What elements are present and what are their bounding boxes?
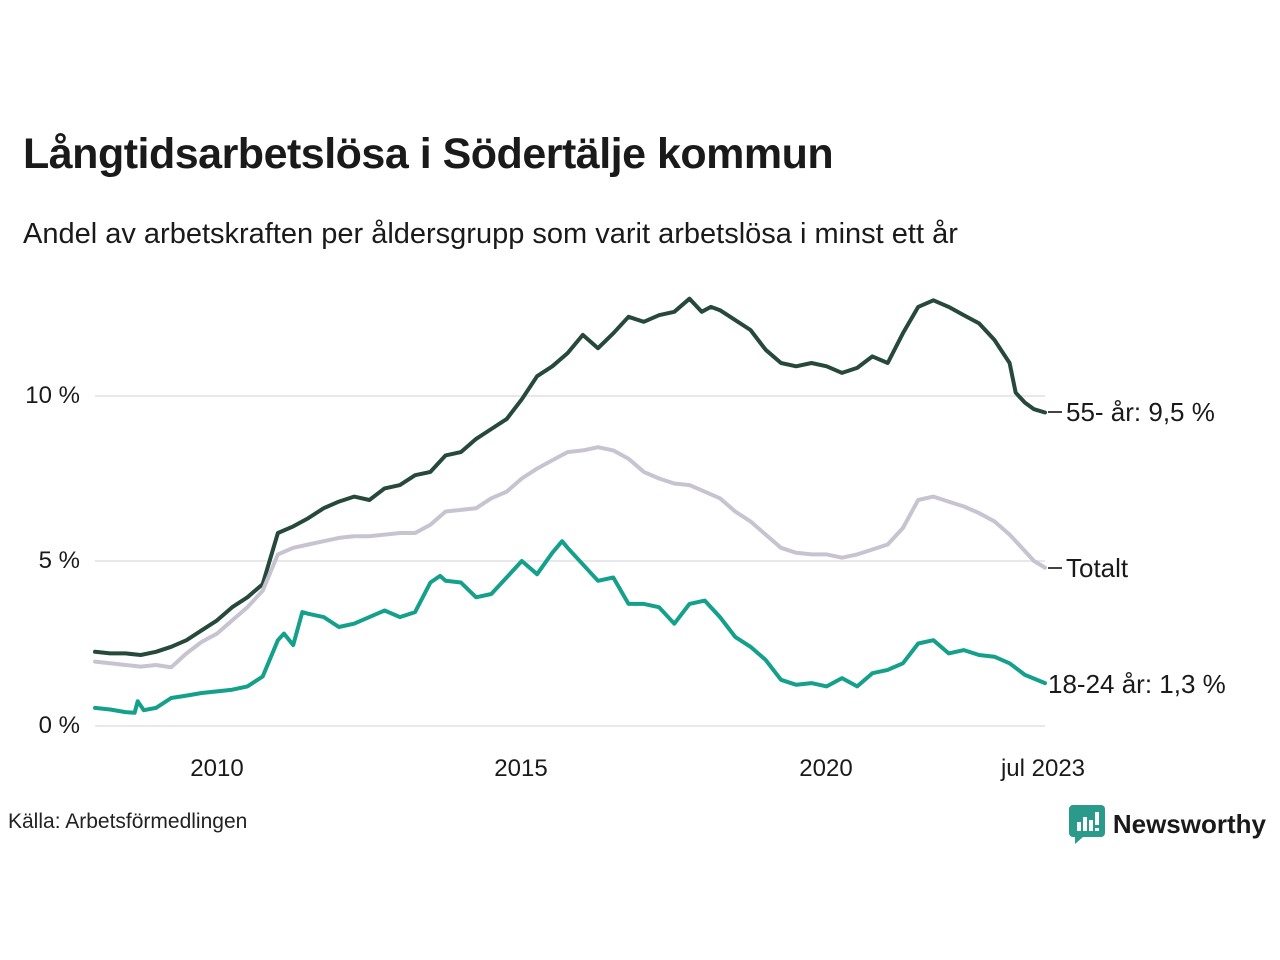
series-label-totalt: Totalt [1048, 555, 1128, 581]
y-axis-tick-10: 10 % [25, 382, 80, 409]
series-line-55-r [93, 296, 1047, 657]
x-axis-tick-2020: 2020 [799, 755, 853, 782]
y-axis-tick-0: 0 % [38, 712, 80, 739]
x-axis-tick-2015: 2015 [494, 755, 548, 782]
x-axis-tick-2010: 2010 [190, 755, 244, 782]
y-axis-tick-5: 5 % [38, 547, 80, 574]
newsworthy-logo: Newsworthy [1068, 804, 1266, 844]
source-attribution: Källa: Arbetsförmedlingen [8, 810, 248, 833]
x-axis-tick-jul-2023: jul 2023 [1000, 755, 1086, 782]
newsworthy-logo-text: Newsworthy [1112, 808, 1266, 839]
series-line-totalt [93, 445, 1047, 670]
series-line-18-24-r [93, 539, 1047, 715]
chart-subtitle: Andel av arbetskraften per åldersgrupp s… [23, 218, 958, 250]
label-connector-dash [1048, 411, 1062, 413]
page-title: Långtidsarbetslösa i Södertälje kommun [23, 130, 834, 178]
label-connector-dash [1048, 567, 1062, 569]
series-label-18-24-ar: 18-24 år: 1,3 % [1048, 669, 1226, 699]
newsworthy-logo-icon [1068, 805, 1105, 844]
series-label-55-ar: 55- år: 9,5 % [1048, 399, 1215, 425]
